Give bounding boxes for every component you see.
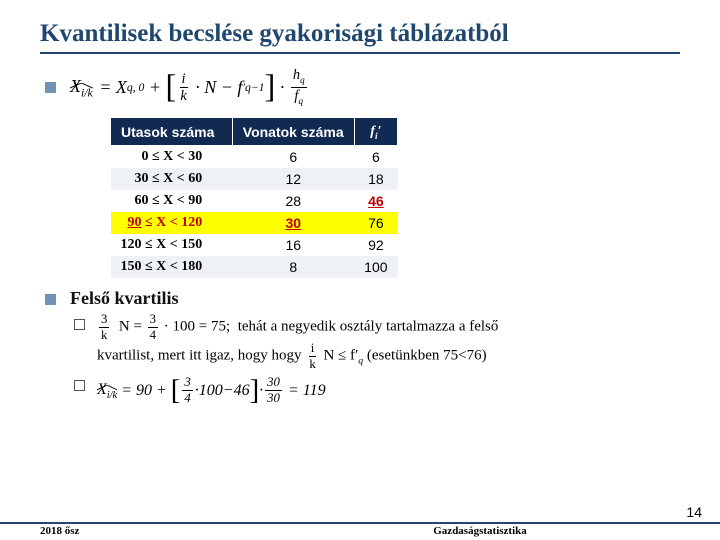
page-number: 14 (686, 504, 702, 520)
explanation-text: 3k N = 34 · 100 = 75; tehát a negyedik o… (97, 313, 498, 370)
explanation-row: 3k N = 34 · 100 = 75; tehát a negyedik o… (74, 313, 680, 370)
footer: 2018 ősz Gazdaságstatisztika (0, 522, 720, 540)
table-row: 0 ≤ X < 30 6 6 (111, 146, 398, 169)
calculation-row: Xi/k = 90 + [ 34 · 100 − 46 ] · 3030 = 1… (74, 376, 680, 405)
quantile-formula: Xi/k = Xq, 0 + [ ik · N − f′q−1 ] · hqfq (70, 68, 309, 107)
table-row: 60 ≤ X < 90 28 46 (111, 190, 398, 212)
table-header-row: Utasok száma Vonatok száma fi′ (111, 118, 398, 146)
sub-bullet-icon (74, 380, 85, 391)
section-label: Felső kvartilis (70, 288, 179, 309)
sub-bullet-icon (74, 319, 85, 330)
calculation-formula: Xi/k = 90 + [ 34 · 100 − 46 ] · 3030 = 1… (97, 376, 326, 405)
slide-title: Kvantilisek becslése gyakorisági tábláza… (40, 20, 680, 54)
footer-center: Gazdaságstatisztika (240, 525, 720, 537)
table-row: 120 ≤ X < 150 16 92 (111, 234, 398, 256)
footer-left: 2018 ősz (0, 525, 240, 537)
table-row: 150 ≤ X < 180 8 100 (111, 256, 398, 278)
table-row-highlighted: 90 ≤ X < 120 30 76 (111, 212, 398, 234)
table-row: 30 ≤ X < 60 12 18 (111, 168, 398, 190)
col-header-range: Utasok száma (111, 118, 233, 146)
col-header-freq: Vonatok száma (232, 118, 354, 146)
upper-quartile-section: Felső kvartilis (45, 288, 680, 309)
frequency-table: Utasok száma Vonatok száma fi′ 0 ≤ X < 3… (110, 117, 398, 278)
bullet-icon (45, 294, 56, 305)
bullet-icon (45, 82, 56, 93)
frac-i: 3 (99, 313, 109, 328)
col-header-cumfreq: fi′ (354, 118, 397, 146)
main-formula-row: Xi/k = Xq, 0 + [ ik · N − f′q−1 ] · hqfq (45, 68, 680, 107)
